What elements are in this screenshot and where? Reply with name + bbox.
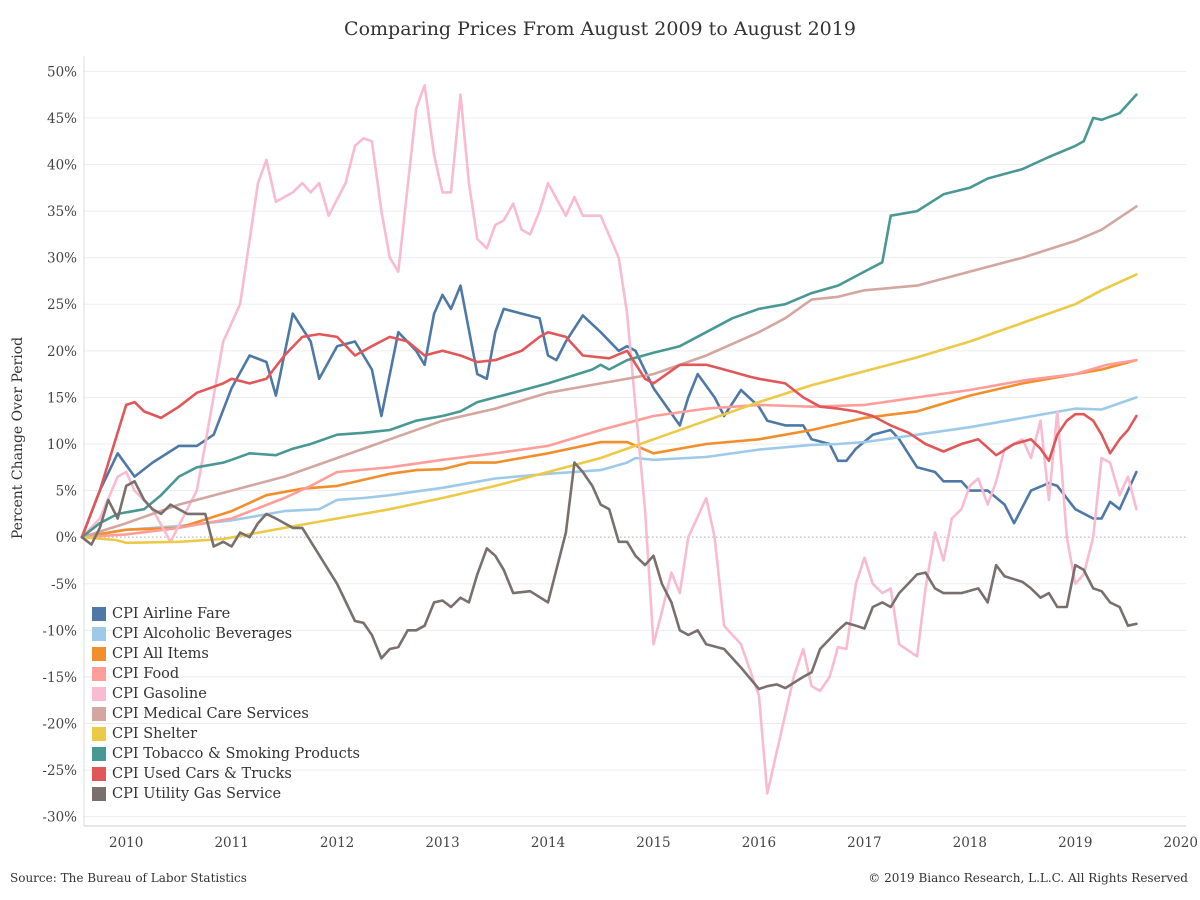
legend-item-cpi-alcoholic-beverages: CPI Alcoholic Beverages — [92, 624, 360, 644]
tick-labels: 50% 45% 40% 35% 30% 25% 20% 15% 10% 5% 0% -5% -10% -1… — [42, 64, 1197, 851]
legend-item-cpi-utility-gas-service: CPI Utility Gas Service — [92, 784, 360, 804]
x-tick-label: 2018 — [953, 835, 987, 851]
legend-swatch — [92, 647, 106, 661]
legend-label: CPI Airline Fare — [112, 606, 231, 622]
y-tick-label: 40% — [47, 157, 77, 173]
x-tick-label: 2012 — [320, 835, 354, 851]
y-tick-label: 35% — [47, 204, 77, 220]
x-tick-label: 2014 — [531, 835, 565, 851]
y-tick-label: 25% — [47, 297, 77, 313]
legend-swatch — [92, 787, 106, 801]
series-lines — [80, 84, 1138, 795]
series-line-cpi-airline-fare — [80, 284, 1138, 539]
x-tick-label: 2015 — [636, 835, 670, 851]
x-tick-label: 2017 — [847, 835, 881, 851]
y-tick-label: 20% — [47, 344, 77, 360]
legend-swatch — [92, 687, 106, 701]
series-line-cpi-shelter — [80, 273, 1138, 545]
x-tick-label: 2013 — [425, 835, 459, 851]
y-tick-label: 45% — [47, 111, 77, 127]
legend-item-cpi-all-items: CPI All Items — [92, 644, 360, 664]
series-line-cpi-alcoholic-beverages — [80, 396, 1138, 539]
legend-label: CPI Gasoline — [112, 686, 207, 702]
x-tick-label: 2011 — [214, 835, 248, 851]
legend-swatch — [92, 727, 106, 741]
legend-label: CPI All Items — [112, 646, 209, 662]
source-note: Source: The Bureau of Labor Statistics — [10, 871, 247, 885]
legend-label: CPI Food — [112, 666, 180, 682]
y-tick-label: -25% — [42, 763, 77, 779]
x-tick-label: 2010 — [109, 835, 143, 851]
x-tick-label: 2016 — [742, 835, 776, 851]
legend-item-cpi-tobacco-smoking-products: CPI Tobacco & Smoking Products — [92, 744, 360, 764]
y-tick-label: 5% — [56, 484, 78, 500]
legend-item-cpi-airline-fare: CPI Airline Fare — [92, 604, 360, 624]
grid-lines — [84, 70, 1186, 818]
legend-label: CPI Shelter — [112, 726, 198, 742]
legend-swatch — [92, 607, 106, 621]
legend-label: CPI Used Cars & Trucks — [112, 766, 292, 782]
x-tick-label: 2019 — [1058, 835, 1092, 851]
copyright-note: © 2019 Bianco Research, L.L.C. All Right… — [868, 871, 1188, 885]
legend-swatch — [92, 667, 106, 681]
legend: CPI Airline Fare CPI Alcoholic Beverages C… — [92, 604, 360, 804]
y-tick-label: 0% — [56, 530, 78, 546]
legend-label: CPI Tobacco & Smoking Products — [112, 746, 360, 762]
y-tick-label: 30% — [47, 251, 77, 267]
legend-label: CPI Medical Care Services — [112, 706, 309, 722]
legend-item-cpi-shelter: CPI Shelter — [92, 724, 360, 744]
y-tick-label: 15% — [47, 390, 77, 406]
legend-swatch — [92, 747, 106, 761]
y-tick-label: 50% — [47, 64, 77, 80]
x-tick-label: 2020 — [1164, 835, 1198, 851]
y-tick-label: -20% — [42, 717, 77, 733]
legend-swatch — [92, 627, 106, 641]
series-line-cpi-food — [80, 358, 1138, 539]
legend-label: CPI Alcoholic Beverages — [112, 626, 293, 642]
legend-item-cpi-used-cars-trucks: CPI Used Cars & Trucks — [92, 764, 360, 784]
series-line-cpi-tobacco-smoking-products — [80, 93, 1138, 539]
series-line-cpi-utility-gas-service — [80, 461, 1138, 691]
y-tick-label: -30% — [42, 810, 77, 826]
y-tick-label: -15% — [42, 670, 77, 686]
chart-title: Comparing Prices From August 2009 to Aug… — [344, 18, 856, 40]
series-line-cpi-all-items — [80, 358, 1138, 539]
legend-item-cpi-food: CPI Food — [92, 664, 360, 684]
y-tick-label: -5% — [51, 577, 77, 593]
series-line-cpi-gasoline — [80, 84, 1138, 795]
legend-label: CPI Utility Gas Service — [112, 786, 282, 802]
y-tick-label: -10% — [42, 623, 77, 639]
legend-swatch — [92, 707, 106, 721]
legend-item-cpi-medical-care-services: CPI Medical Care Services — [92, 704, 360, 724]
y-tick-label: 10% — [47, 437, 77, 453]
legend-swatch — [92, 767, 106, 781]
series-line-cpi-used-cars-trucks — [80, 330, 1138, 539]
axes — [83, 56, 1186, 827]
legend-item-cpi-gasoline: CPI Gasoline — [92, 684, 360, 704]
